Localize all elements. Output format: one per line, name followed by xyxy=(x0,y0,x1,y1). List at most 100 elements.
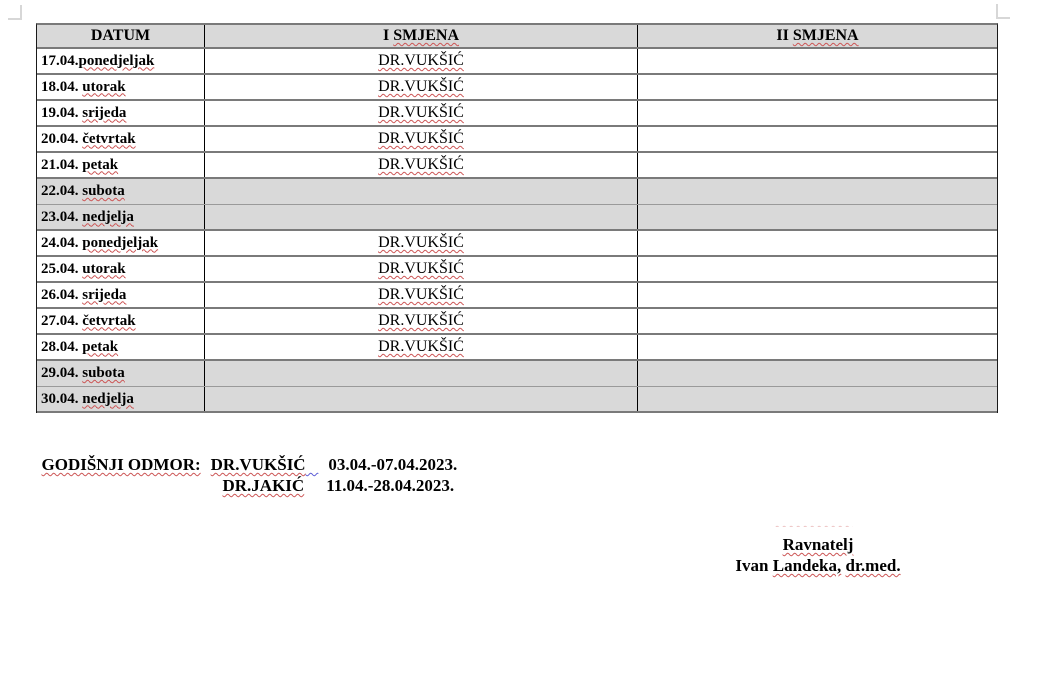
shift1-doctor: DR.VUKŠIĆ xyxy=(378,156,464,173)
table-row-weekend: 30.04. nedjelja xyxy=(37,387,997,413)
date-number: 20.04. xyxy=(41,130,83,147)
date-dayname: petak xyxy=(82,338,119,355)
shift2-cell xyxy=(638,75,997,99)
shift1-doctor: DR.VUKŠIĆ xyxy=(378,338,464,355)
date-cell: 19.04. srijeda xyxy=(37,101,205,125)
shift1-doctor: DR.VUKŠIĆ xyxy=(378,234,464,251)
vacation-doctor-1: DR.VUKŠIĆ xyxy=(210,455,306,474)
table-row-weekend: 29.04. subota xyxy=(37,361,997,387)
date-number: 25.04. xyxy=(41,260,83,277)
table-row: 19.04. srijeda DR.VUKŠIĆ xyxy=(37,101,997,127)
header-shift2-word: SMJENA xyxy=(792,27,859,44)
shift1-doctor: DR.VUKŠIĆ xyxy=(378,286,464,303)
signature-name-line: Ivan Landeka, dr.med. xyxy=(668,555,968,576)
shift2-cell xyxy=(638,49,997,73)
date-dayname: subota xyxy=(82,365,125,381)
shift2-cell xyxy=(638,231,997,255)
shift1-cell: DR.VUKŠIĆ xyxy=(205,231,638,255)
signature-degree: dr.med. xyxy=(845,556,901,575)
date-number: 19.04. xyxy=(41,104,83,121)
shift2-cell xyxy=(638,387,997,411)
shift1-doctor: DR.VUKŠIĆ xyxy=(378,130,464,147)
table-row: 28.04. petak DR.VUKŠIĆ xyxy=(37,335,997,361)
date-dayname: ponedjeljak xyxy=(82,234,159,251)
shift2-cell xyxy=(638,361,997,386)
header-shift1-word: SMJENA xyxy=(393,27,459,44)
shift2-cell xyxy=(638,127,997,151)
date-cell: 26.04. srijeda xyxy=(37,283,205,307)
table-row: 24.04. ponedjeljak DR.VUKŠIĆ xyxy=(37,231,997,257)
table-row: 26.04. srijeda DR.VUKŠIĆ xyxy=(37,283,997,309)
date-number: 17.04. xyxy=(41,52,79,69)
shift2-cell xyxy=(638,179,997,204)
shift1-doctor: DR.VUKŠIĆ xyxy=(378,52,464,69)
shift1-cell: DR.VUKŠIĆ xyxy=(205,153,638,177)
shift-schedule-table: DATUM I SMJENA II SMJENA 17.04. ponedjelj… xyxy=(36,23,998,413)
table-row: 25.04. utorak DR.VUKŠIĆ xyxy=(37,257,997,283)
date-number: 27.04. xyxy=(41,312,83,329)
table-row-weekend: 23.04. nedjelja xyxy=(37,205,997,231)
date-number: 28.04. xyxy=(41,338,83,355)
vacation-range-2: 11.04.-28.04.2023. xyxy=(326,476,455,495)
page-margin-mark-top-right xyxy=(996,4,1010,19)
shift1-doctor: DR.VUKŠIĆ xyxy=(378,260,464,277)
shift1-cell xyxy=(205,387,638,411)
shift2-cell xyxy=(638,309,997,333)
vacation-note-line1: GODIŠNJI ODMOR: DR.VUKŠIĆ 03.04.-07.04.20… xyxy=(33,435,458,475)
shift1-cell: DR.VUKŠIĆ xyxy=(205,309,638,333)
shift2-cell xyxy=(638,205,997,229)
date-cell: 28.04. petak xyxy=(37,335,205,359)
date-cell: 18.04. utorak xyxy=(37,75,205,99)
shift2-cell xyxy=(638,283,997,307)
date-cell: 17.04. ponedjeljak xyxy=(37,49,205,73)
signature-block: Ravnatelj Ivan Landeka, dr.med. xyxy=(668,534,968,576)
shift1-cell xyxy=(205,179,638,204)
shift2-cell xyxy=(638,257,997,281)
shift1-cell: DR.VUKŠIĆ xyxy=(205,49,638,73)
header-cell-shift1: I SMJENA xyxy=(205,25,638,47)
date-dayname: četvrtak xyxy=(82,130,136,147)
header-cell-datum: DATUM xyxy=(37,25,205,47)
shift2-cell xyxy=(638,153,997,177)
date-number: 26.04. xyxy=(41,286,83,303)
date-cell: 23.04. nedjelja xyxy=(37,205,205,229)
date-cell: 21.04. petak xyxy=(37,153,205,177)
date-dayname: utorak xyxy=(82,260,126,277)
vacation-note-line2: DR.JAKIĆ 11.04.-28.04.2023. xyxy=(214,456,455,496)
date-cell: 30.04. nedjelja xyxy=(37,387,205,411)
date-dayname: četvrtak xyxy=(82,312,136,329)
signature-title: Ravnatelj xyxy=(782,535,854,554)
date-dayname: srijeda xyxy=(82,104,127,121)
signature-last-name: Landeka, xyxy=(772,556,842,575)
vacation-label: GODIŠNJI ODMOR: xyxy=(41,455,201,474)
date-dayname: petak xyxy=(82,156,119,173)
date-number: 21.04. xyxy=(41,156,83,173)
shift1-doctor: DR.VUKŠIĆ xyxy=(378,78,464,95)
header-datum-label: DATUM xyxy=(90,27,151,44)
date-dayname: nedjelja xyxy=(82,208,134,225)
date-dayname: ponedjeljak xyxy=(78,52,155,69)
table-row: 17.04. ponedjeljak DR.VUKŠIĆ xyxy=(37,49,997,75)
shift1-cell: DR.VUKŠIĆ xyxy=(205,75,638,99)
shift2-cell xyxy=(638,101,997,125)
shift1-cell: DR.VUKŠIĆ xyxy=(205,283,638,307)
date-cell: 29.04. subota xyxy=(37,361,205,386)
table-row: 18.04. utorak DR.VUKŠIĆ xyxy=(37,75,997,101)
date-number: 29.04. xyxy=(41,365,83,381)
header-shift1-prefix: I xyxy=(382,27,394,44)
date-dayname: subota xyxy=(82,183,125,199)
header-shift2-prefix: II xyxy=(776,27,793,44)
vacation-range-1: 03.04.-07.04.2023. xyxy=(328,455,458,474)
table-header-row: DATUM I SMJENA II SMJENA xyxy=(37,25,997,49)
page-margin-mark-top-left xyxy=(8,5,22,20)
shift1-cell: DR.VUKŠIĆ xyxy=(205,335,638,359)
date-number: 24.04. xyxy=(41,234,83,251)
date-number: 30.04. xyxy=(41,390,83,407)
shift1-cell xyxy=(205,361,638,386)
date-dayname: srijeda xyxy=(82,286,127,303)
signature-first-name: Ivan xyxy=(735,556,769,575)
header-cell-shift2: II SMJENA xyxy=(638,25,997,47)
vacation-doctor-2: DR.JAKIĆ xyxy=(222,476,305,495)
date-cell: 20.04. četvrtak xyxy=(37,127,205,151)
